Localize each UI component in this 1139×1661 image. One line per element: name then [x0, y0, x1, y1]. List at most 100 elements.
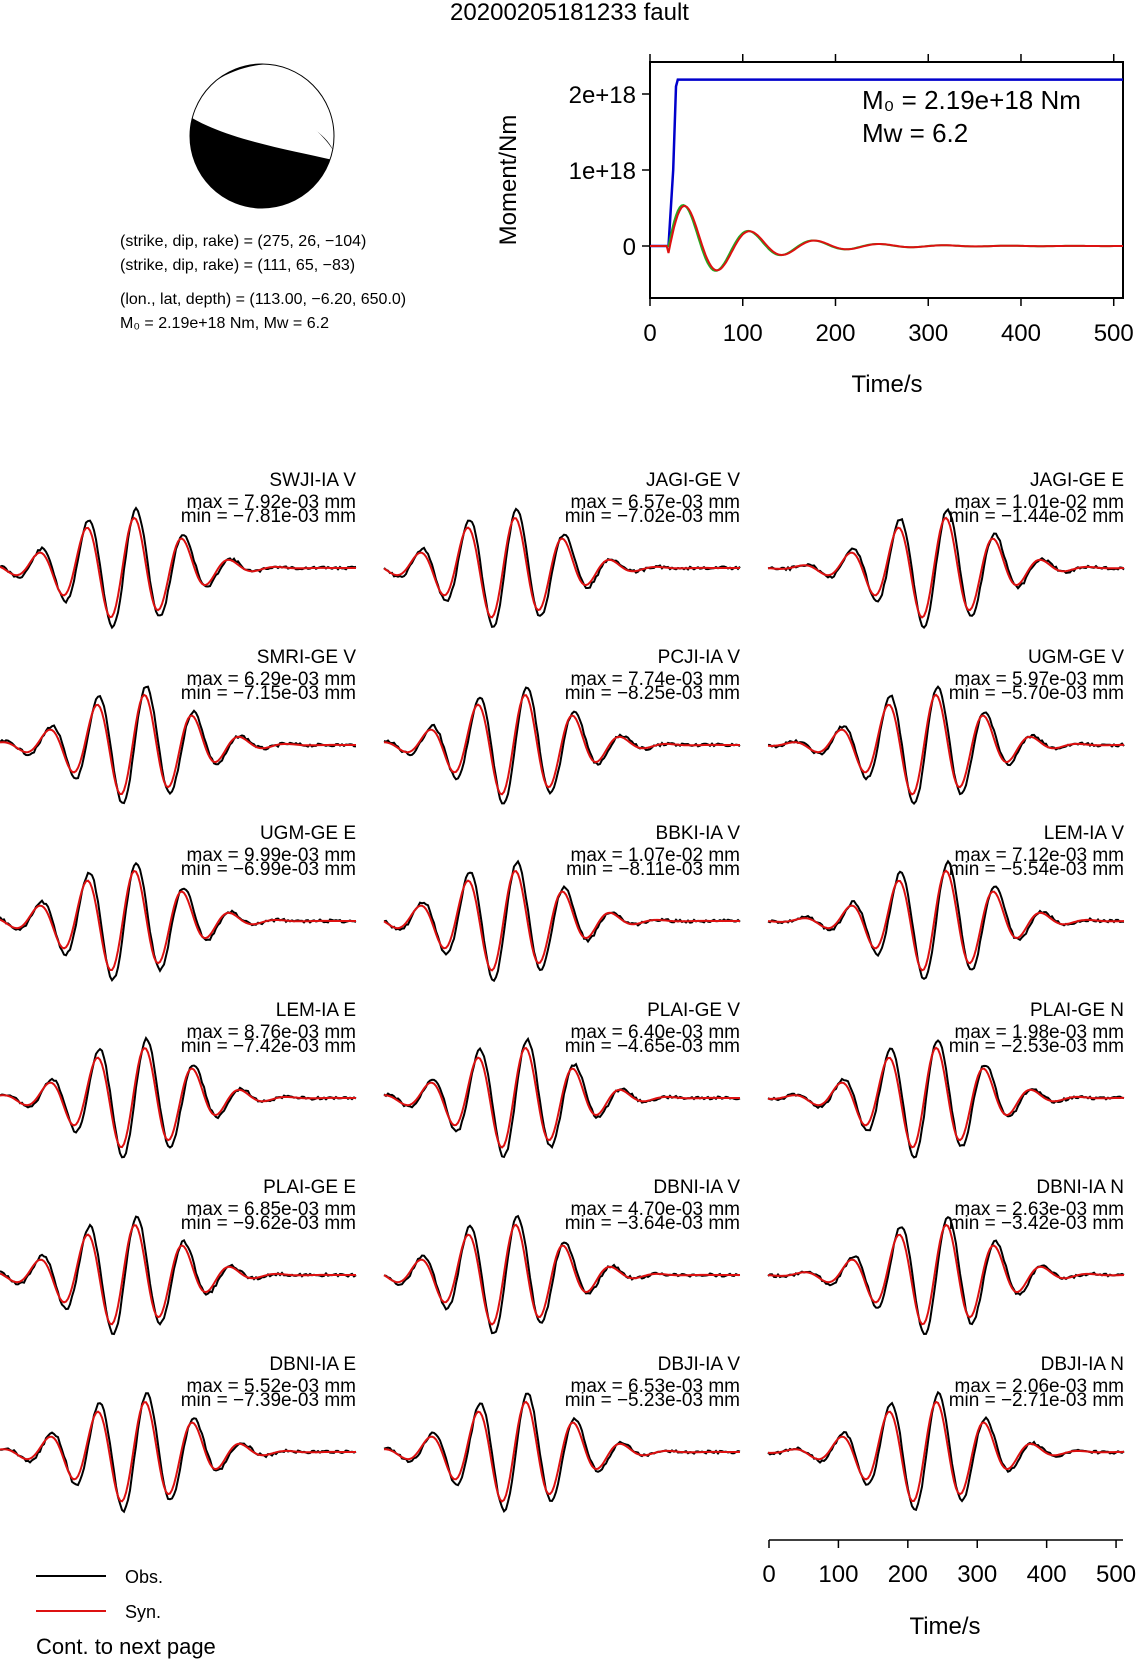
station-min: min = −1.44e-02 mm	[949, 506, 1124, 527]
moment-rate-observed	[650, 203, 1123, 272]
station-min: min = −2.53e-03 mm	[949, 1036, 1124, 1057]
synthetic-waveform	[767, 1046, 1124, 1149]
moment-y-tick-label: 2e+18	[569, 82, 636, 109]
nodal-plane-1: (strike, dip, rake) = (275, 26, −104)	[120, 233, 366, 250]
station-min: min = −3.42e-03 mm	[949, 1213, 1124, 1234]
waveform-x-tick-label: 0	[762, 1561, 775, 1588]
event-location: (lon., lat, depth) = (113.00, −6.20, 650…	[120, 291, 406, 308]
station-max: max = 9.99e-03 mm	[187, 845, 357, 866]
synthetic-waveform	[767, 1223, 1125, 1326]
event-moment: M₀ = 2.19e+18 Nm, Mw = 6.2	[120, 315, 329, 332]
station-name: UGM-GE E	[260, 823, 356, 844]
station-max: max = 2.06e-03 mm	[955, 1376, 1125, 1397]
station-max: max = 6.40e-03 mm	[571, 1022, 741, 1043]
station-name: PLAI-GE E	[263, 1177, 356, 1198]
station-min: min = −8.25e-03 mm	[565, 683, 740, 704]
station-name: JAGI-GE V	[646, 470, 740, 491]
station-max: max = 7.92e-03 mm	[187, 492, 357, 513]
station-min: min = −7.81e-03 mm	[181, 506, 356, 527]
synthetic-waveform	[0, 869, 356, 971]
station-max: max = 4.70e-03 mm	[571, 1199, 741, 1220]
moment-annotation-mw: Mw = 6.2	[862, 118, 968, 148]
legend-synthetic-label: Syn.	[125, 1602, 161, 1622]
moment-y-axis-label: Moment/Nm	[495, 115, 522, 246]
station-max: max = 6.57e-03 mm	[571, 492, 741, 513]
station-min: min = −3.64e-03 mm	[565, 1213, 740, 1234]
moment-rate-panel: Moment/Nm Time/s M₀ = 2.19e+18 Nm Mw = 6…	[495, 54, 1134, 398]
moment-plot-frame	[649, 61, 1124, 299]
station-name: UGM-GE V	[1028, 647, 1124, 668]
waveform-x-tick-label: 400	[1027, 1561, 1067, 1588]
station-min: min = −6.99e-03 mm	[181, 859, 356, 880]
station-max: max = 8.76e-03 mm	[187, 1022, 357, 1043]
synthetic-waveform	[383, 1223, 740, 1326]
synthetic-waveform	[383, 1046, 740, 1149]
station-min: min = −7.02e-03 mm	[565, 506, 740, 527]
synthetic-waveform	[767, 869, 1125, 972]
continued-note: Cont. to next page	[36, 1634, 216, 1659]
moment-rate-synthetic	[650, 204, 1123, 272]
station-min: min = −8.11e-03 mm	[566, 859, 740, 880]
waveform-x-tick-label: 100	[818, 1561, 858, 1588]
waveform-time-axis: Time/s 0 100 200 300 400 500	[762, 1539, 1136, 1640]
moment-annotation-m0: M₀ = 2.19e+18 Nm	[862, 85, 1081, 115]
waveform-x-tick-label: 300	[957, 1561, 997, 1588]
synthetic-waveform	[383, 517, 740, 619]
station-max: max = 6.53e-03 mm	[571, 1376, 741, 1397]
station-min: min = −7.15e-03 mm	[181, 683, 356, 704]
station-min: min = −2.71e-03 mm	[949, 1390, 1124, 1411]
station-name: PCJI-IA V	[658, 647, 741, 668]
station-max: max = 6.29e-03 mm	[187, 669, 357, 690]
moment-x-axis-label: Time/s	[851, 371, 922, 398]
moment-x-tick-label: 0	[643, 320, 656, 347]
synthetic-waveform	[383, 694, 740, 796]
synthetic-waveform	[767, 693, 1124, 796]
synthetic-waveform	[0, 1401, 356, 1503]
moment-x-tick-label: 300	[908, 320, 948, 347]
synthetic-waveform	[383, 869, 740, 972]
focal-mechanism-beachball	[189, 63, 336, 209]
synthetic-waveform	[0, 1046, 356, 1149]
synthetic-waveform	[0, 516, 356, 619]
station-name: LEM-IA V	[1044, 823, 1125, 844]
station-name: PLAI-GE N	[1030, 1000, 1124, 1021]
station-min: min = −5.23e-03 mm	[565, 1390, 740, 1411]
station-name: DBJI-IA V	[658, 1354, 741, 1375]
station-name: JAGI-GE E	[1030, 470, 1124, 491]
station-min: min = −7.39e-03 mm	[181, 1390, 356, 1411]
station-max: max = 1.07e-02 mm	[571, 845, 741, 866]
observed-waveform	[767, 1216, 1125, 1336]
station-min: min = −7.42e-03 mm	[181, 1036, 356, 1057]
synthetic-waveform	[383, 1400, 740, 1503]
moment-x-tick-label: 200	[815, 320, 855, 347]
station-name: DBNI-IA E	[269, 1354, 356, 1375]
station-min: min = −4.65e-03 mm	[565, 1036, 740, 1057]
station-name: SMRI-GE V	[257, 647, 357, 668]
station-name: DBNI-IA V	[653, 1177, 740, 1198]
moment-y-tick-label: 0	[623, 234, 636, 261]
moment-y-tick-label: 1e+18	[569, 158, 636, 185]
station-min: min = −5.54e-03 mm	[949, 859, 1124, 880]
waveform-x-tick-label: 500	[1096, 1561, 1136, 1588]
station-max: max = 5.97e-03 mm	[955, 669, 1125, 690]
waveform-x-tick-label: 200	[888, 1561, 928, 1588]
observed-waveform	[767, 507, 1125, 630]
waveform-x-axis-label: Time/s	[909, 1613, 980, 1640]
station-max: max = 6.85e-03 mm	[187, 1199, 357, 1220]
station-max: max = 5.52e-03 mm	[187, 1376, 357, 1397]
station-max: max = 1.98e-03 mm	[955, 1022, 1125, 1043]
